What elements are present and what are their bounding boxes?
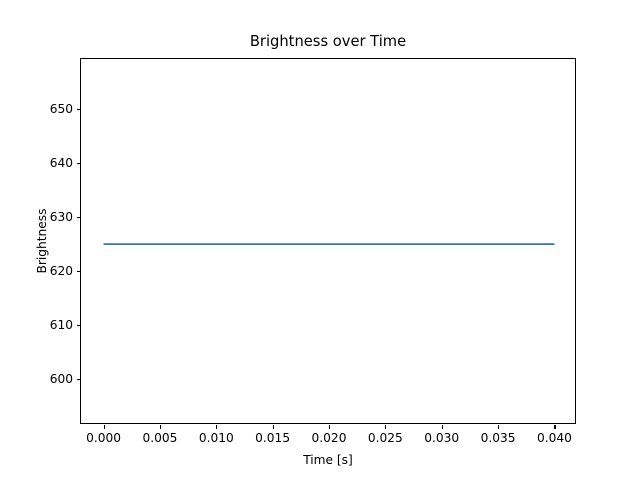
x-tick-mark	[272, 425, 274, 429]
y-axis-label: Brightness	[35, 208, 49, 274]
x-tick-mark	[103, 425, 105, 429]
y-tick-label: 630	[49, 210, 73, 225]
y-tick-mark	[77, 379, 81, 381]
y-tick-label: 610	[49, 318, 73, 333]
plot-axes: 600 610 620 630 640 650 0.000 0.005 0.010 0.015 0…	[50, 58, 576, 445]
x-tick-label: 0.010	[198, 431, 234, 445]
y-tick-mark	[77, 217, 81, 219]
x-tick-label: 0.000	[86, 431, 121, 445]
x-tick-label: 0.030	[424, 431, 460, 445]
y-tick-mark	[77, 271, 81, 273]
x-tick-mark	[441, 425, 443, 429]
x-tick-label: 0.015	[255, 431, 291, 445]
x-tick-label: 0.020	[311, 431, 347, 445]
x-tick-label: 0.005	[142, 431, 178, 445]
y-tick-mark	[77, 163, 81, 165]
x-tick-mark	[159, 425, 161, 429]
y-tick-mark	[77, 109, 81, 111]
x-tick-mark	[329, 425, 331, 429]
x-tick-label: 0.035	[480, 431, 516, 445]
y-tick-label: 600	[49, 372, 73, 387]
y-tick-label: 640	[49, 156, 73, 171]
y-tick-label: 650	[49, 102, 73, 117]
x-tick-mark	[216, 425, 218, 429]
plot-area	[81, 59, 575, 423]
x-tick-mark	[385, 425, 387, 429]
x-tick-label: 0.040	[537, 431, 572, 445]
y-tick-mark	[77, 325, 81, 327]
data-line-series	[103, 243, 555, 246]
y-tick-label: 620	[49, 264, 73, 279]
x-tick-label: 0.025	[367, 431, 403, 445]
x-tick-mark	[554, 425, 556, 429]
chart-title: Brightness over Time	[249, 33, 407, 50]
x-axis-label: Time [s]	[303, 453, 353, 467]
x-tick-mark	[498, 425, 500, 429]
